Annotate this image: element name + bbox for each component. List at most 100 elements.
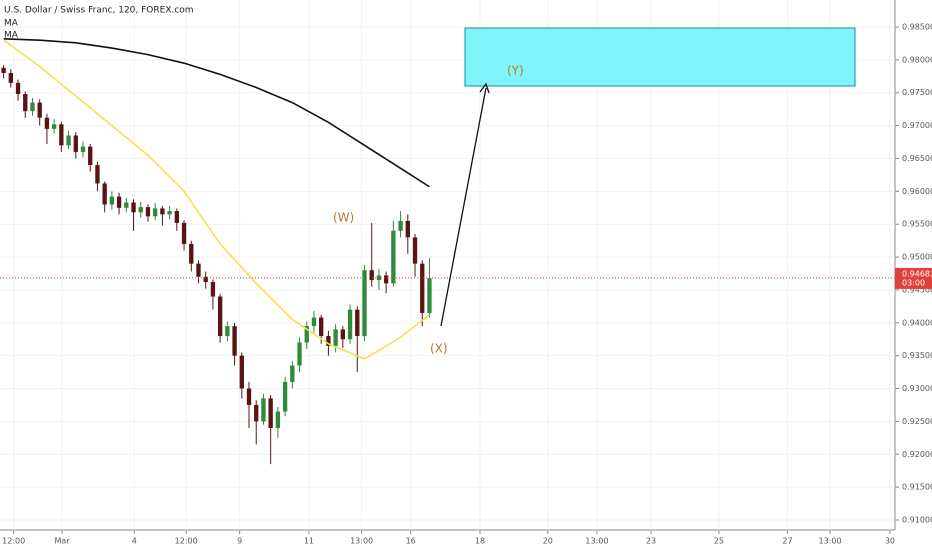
candle-body bbox=[391, 230, 396, 284]
candle-body bbox=[232, 326, 237, 356]
candle-body bbox=[290, 365, 295, 382]
candle-body bbox=[405, 220, 410, 238]
legend-entry: MA bbox=[4, 31, 19, 41]
candle-body bbox=[304, 326, 309, 343]
y-tick-label: 0.91500 bbox=[902, 483, 932, 492]
candle-body bbox=[8, 73, 13, 83]
candle-body bbox=[44, 117, 50, 129]
candle-body bbox=[37, 102, 42, 118]
last-price-label: 0.94683 bbox=[902, 269, 932, 278]
last-price-box bbox=[895, 267, 932, 289]
x-tick-label: 4 bbox=[132, 537, 137, 546]
y-tick-label: 0.98000 bbox=[902, 55, 932, 64]
candle-body bbox=[311, 317, 317, 327]
candle-body bbox=[427, 278, 432, 313]
y-tick-label: 0.96000 bbox=[902, 187, 932, 196]
y-tick-label: 0.97000 bbox=[902, 121, 932, 130]
arrow bbox=[440, 87, 487, 327]
candle-body bbox=[196, 263, 201, 277]
candle-body bbox=[340, 329, 346, 340]
candle-body bbox=[124, 202, 129, 208]
candle-body bbox=[88, 146, 93, 166]
x-tick-label: 27 bbox=[782, 537, 792, 546]
x-tick-label: 23 bbox=[646, 537, 656, 546]
candle-body bbox=[145, 207, 151, 217]
y-tick-label: 0.93500 bbox=[902, 351, 932, 360]
y-tick-label: 0.91000 bbox=[902, 516, 932, 525]
y-tick-label: 0.96500 bbox=[902, 154, 932, 163]
x-tick-label: 11 bbox=[304, 537, 314, 546]
y-tick-label: 0.92000 bbox=[902, 450, 932, 459]
moving-average bbox=[3, 39, 430, 360]
candle-body bbox=[174, 211, 179, 223]
legend-entry: MA bbox=[4, 19, 19, 29]
candle-body bbox=[282, 381, 288, 412]
candle-body bbox=[275, 411, 281, 428]
x-tick-label: 30 bbox=[885, 537, 895, 546]
x-tick-label: 20 bbox=[543, 537, 553, 546]
candle-body bbox=[355, 309, 360, 336]
candle-body bbox=[23, 94, 28, 112]
candle-body bbox=[420, 263, 425, 313]
candle-body bbox=[160, 208, 165, 215]
x-tick-label: 16 bbox=[406, 537, 416, 546]
candle-body bbox=[80, 146, 86, 152]
x-tick-label: 13:00 bbox=[350, 537, 373, 546]
candle-body bbox=[1, 67, 6, 74]
wave-label: (X) bbox=[430, 342, 448, 356]
candle-body bbox=[254, 404, 259, 422]
y-tick-label: 0.94500 bbox=[902, 285, 932, 294]
countdown-label: 03:00 bbox=[902, 278, 925, 287]
candle-body bbox=[51, 124, 57, 129]
candle-body bbox=[116, 196, 122, 208]
y-tick-label: 0.92500 bbox=[902, 417, 932, 426]
candle-body bbox=[369, 270, 374, 281]
candle-body bbox=[15, 82, 21, 95]
x-tick-label: 25 bbox=[714, 537, 724, 546]
candle-body bbox=[412, 237, 418, 264]
candle-body bbox=[30, 102, 35, 112]
y-tick-label: 0.93000 bbox=[902, 384, 932, 393]
y-tick-label: 0.95000 bbox=[902, 253, 932, 262]
candle-body bbox=[217, 296, 223, 336]
chart-title: U.S. Dollar / Swiss Franc, 120, FOREX.co… bbox=[4, 6, 194, 16]
arrow-head bbox=[479, 82, 490, 94]
candle-body bbox=[362, 270, 367, 336]
target-box bbox=[464, 27, 856, 87]
candle-body bbox=[138, 207, 143, 213]
x-tick-label: 13:00 bbox=[585, 537, 608, 546]
y-tick-label: 0.95500 bbox=[902, 220, 932, 229]
y-tick-label: 0.97500 bbox=[902, 88, 932, 97]
y-tick-label: 0.94000 bbox=[902, 318, 932, 327]
candle-body bbox=[109, 196, 115, 205]
candle-body bbox=[73, 135, 78, 152]
candle-body bbox=[153, 208, 158, 217]
candle-body bbox=[225, 326, 230, 336]
x-tick-label: 12:00 bbox=[2, 537, 25, 546]
candle-body bbox=[203, 276, 208, 283]
candle-body bbox=[181, 222, 187, 244]
candle-body bbox=[398, 220, 403, 231]
candle-body bbox=[59, 124, 64, 146]
x-tick-label: 18 bbox=[475, 537, 485, 546]
x-tick-label: 12:00 bbox=[175, 537, 198, 546]
candle-body bbox=[210, 282, 216, 297]
candle-body bbox=[297, 342, 302, 366]
candle-body bbox=[333, 329, 338, 346]
candle-body bbox=[326, 335, 331, 346]
x-tick-label: 9 bbox=[237, 537, 242, 546]
wave-label: (Y) bbox=[507, 64, 524, 78]
candle-body bbox=[246, 388, 252, 405]
wave-label: (W) bbox=[333, 211, 354, 225]
candle-body bbox=[383, 275, 389, 284]
x-tick-label: 13:00 bbox=[819, 537, 842, 546]
y-tick-label: 0.98500 bbox=[902, 23, 932, 32]
candle-body bbox=[66, 135, 71, 146]
candle-body bbox=[319, 317, 324, 336]
moving-average bbox=[3, 38, 430, 188]
candle-body bbox=[167, 211, 172, 215]
candle-body bbox=[261, 398, 266, 422]
x-tick-label: Mar bbox=[55, 537, 71, 546]
